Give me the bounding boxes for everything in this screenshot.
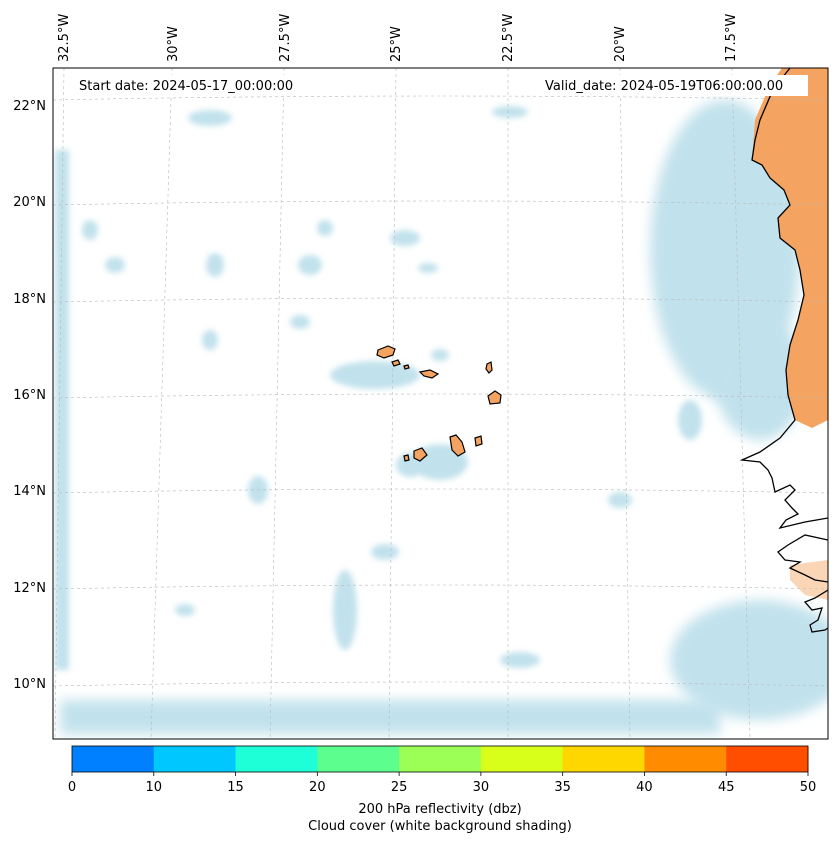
valid-date-label: Valid_date: 2024-05-19T06:00:00.00 [545,79,783,94]
colorbar-tick-label: 20 [309,780,326,795]
reflectivity-shading-guinea [790,560,828,600]
colorbar-label-reflectivity: 200 hPa reflectivity (dbz) [358,802,521,817]
colorbar-tick-label: 25 [391,780,408,795]
island-fogo [413,447,428,462]
cloud-patch [82,220,98,240]
start-date-label: Start date: 2024-05-17_00:00:00 [79,79,293,94]
latitude-labels: 22°N 20°N 18°N 16°N 14°N 12°N 10°N [13,99,46,692]
cloud-band-south [60,700,720,734]
colorbar-segment [235,746,318,772]
coastline-layer [376,68,828,633]
lon-label: 27.5°W [278,14,293,62]
cloud-patch [678,400,702,440]
cloud-patch [298,255,322,275]
colorbar-tick-label: 10 [146,780,163,795]
lat-label: 16°N [13,388,46,403]
longitude-labels: 32.5°W 30°W 27.5°W 25°W 22.5°W 20°W 17.5… [57,14,739,62]
lat-label: 10°N [13,677,46,692]
lat-label: 22°N [13,99,46,114]
coastline-guinea-bissau [777,534,828,583]
lon-label: 32.5°W [57,14,72,62]
cloud-patch [330,361,420,389]
lat-label: 20°N [13,195,46,210]
lat-label: 14°N [13,484,46,499]
lat-label: 12°N [13,581,46,596]
island-sal [485,361,493,374]
colorbar-segment [644,746,727,772]
lon-label: 17.5°W [724,14,739,62]
coastline-west-africa [739,68,828,530]
map-frame [52,67,829,740]
colorbar-tick-label: 50 [800,780,817,795]
cloud-patch [175,604,195,616]
lon-label: 22.5°W [501,14,516,62]
graticule [53,68,828,739]
cloud-patch [290,315,310,329]
island-maio [474,435,483,447]
cloud-patch [418,263,438,273]
colorbar-tick-label: 45 [718,780,735,795]
valid-date-box [540,75,808,96]
start-date-box [73,75,315,96]
colorbar-segment [153,746,237,772]
cloud-patch [371,544,399,560]
island-santiago [449,434,466,457]
cloud-patch [202,330,218,350]
cloud-patch [206,253,224,277]
island-sao-nicolau [418,369,440,379]
cloud-patch [431,349,449,361]
colorbar-segment [317,746,400,772]
cloud-patch [317,220,333,236]
island-sao-vicente [391,359,401,367]
cloud-patch [333,570,357,650]
colorbar-segment [480,746,564,772]
cloud-patch [500,652,540,668]
cloud-cover-layer [55,100,828,734]
colorbar-segment [399,746,482,772]
island-boa-vista [487,390,502,405]
lat-label: 18°N [13,292,46,307]
colorbar-tick-label: 15 [227,780,244,795]
cloud-band-west [55,150,69,670]
lon-label: 25°W [389,26,404,62]
colorbar-tick-label: 30 [473,780,490,795]
colorbar-ticks: 0 10 15 20 25 30 35 40 45 50 [68,772,816,795]
coastline-guinea [803,589,828,633]
colorbar-tick-label: 35 [554,780,571,795]
colorbar-tick-label: 0 [68,780,76,795]
cloud-patch [492,106,528,118]
lon-label: 20°W [613,26,628,62]
cloud-patch [390,230,420,246]
colorbar-segment [72,746,155,772]
cloud-patch [608,492,632,508]
colorbar-frame [71,745,809,773]
colorbar-tick-label: 40 [636,780,653,795]
cloud-patch [188,110,232,126]
colorbar-segment [726,746,809,772]
cloud-mass-east [715,320,805,440]
cloud-patch [105,257,125,273]
cloud-mass-southeast [670,600,828,720]
colorbar [72,746,809,772]
island-brava [403,454,410,462]
island-santo-antao [376,345,396,359]
colorbar-label-cloud-cover: Cloud cover (white background shading) [308,819,572,834]
colorbar-segment [562,746,645,772]
reflectivity-shading-africa [752,68,828,428]
island-santa-luzia [403,364,410,370]
lon-label: 30°W [166,26,181,62]
